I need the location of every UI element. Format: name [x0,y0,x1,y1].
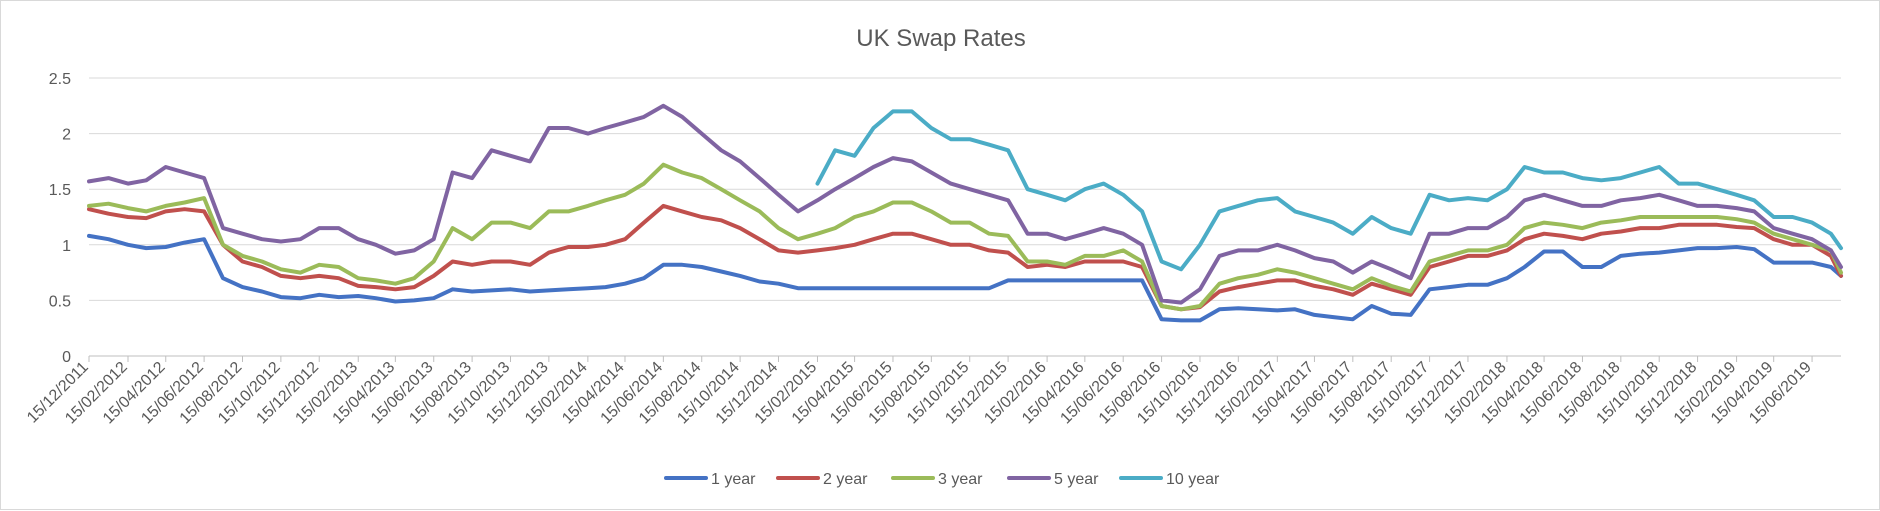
series-lines [87,103,1843,323]
legend-label: 2 year [823,471,868,488]
y-tick-label: 1 [62,238,71,255]
legend-label: 5 year [1054,471,1099,488]
y-tick-label: 2.5 [49,71,71,88]
legend-label: 1 year [711,471,756,488]
chart-title: UK Swap Rates [856,25,1025,52]
series-line-3-year [87,162,1843,312]
y-tick-label: 2 [62,127,71,144]
legend-label: 10 year [1166,471,1220,488]
y-tick-label: 0 [62,349,71,366]
y-axis-labels: 0 0.5 1 1.5 2 2.5 [49,71,71,366]
series-line-2-year [87,203,1843,312]
series-line-5-year [87,103,1843,305]
y-tick-label: 1.5 [49,182,71,199]
y-tick-label: 0.5 [49,293,71,310]
series-line-10-year [815,109,1843,272]
series-line-1-year [87,233,1843,323]
legend-label: 3 year [938,471,983,488]
x-axis: 15/12/201115/02/201215/04/201215/06/2012… [24,355,1841,427]
legend: 1 year 2 year 3 year 5 year 10 year [664,471,1220,488]
